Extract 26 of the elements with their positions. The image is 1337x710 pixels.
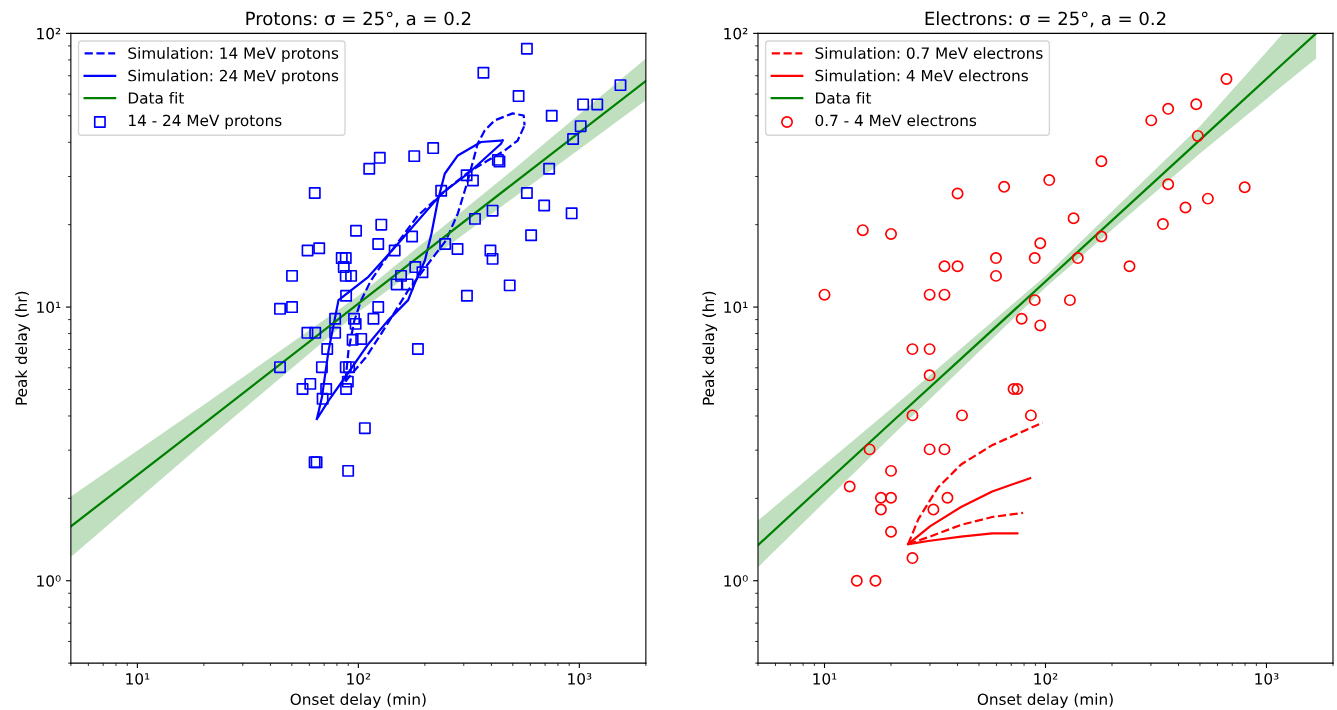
x-tick-label: 10¹ bbox=[813, 673, 837, 685]
x-tick-label: 10³ bbox=[568, 673, 592, 685]
chart-title: Electrons: σ = 25°, a = 0.2 bbox=[925, 11, 1166, 28]
legend-label: Simulation: 4 MeV electrons bbox=[815, 69, 1028, 82]
legend-label: Data fit bbox=[128, 91, 184, 104]
x-tick-label: 10² bbox=[347, 673, 371, 685]
y-tick-label: 10² bbox=[724, 27, 748, 40]
x-tick-label: 10² bbox=[1034, 673, 1058, 685]
x-axis-title: Onset delay (min) bbox=[290, 693, 426, 708]
legend-label: Data fit bbox=[816, 91, 872, 104]
x-tick-label: 10³ bbox=[1255, 673, 1279, 685]
y-tick-label: 10⁰ bbox=[724, 575, 748, 587]
legend-label: 0.7 - 4 MeV electrons bbox=[815, 114, 977, 127]
y-tick-label: 10² bbox=[37, 27, 61, 40]
x-tick-label: 10¹ bbox=[126, 673, 150, 685]
chart-title: Protons: σ = 25°, a = 0.2 bbox=[246, 11, 471, 28]
legend-label: Simulation: 14 MeV protons bbox=[128, 47, 339, 62]
legend-label: Simulation: 24 MeV protons bbox=[128, 69, 339, 85]
y-axis-title: Peak delay (hr) bbox=[15, 291, 31, 405]
x-axis-title: Onset delay (min) bbox=[977, 693, 1113, 708]
legend-label: 14 - 24 MeV protons bbox=[129, 114, 282, 130]
y-tick-label: 10¹ bbox=[724, 301, 748, 314]
legend-label: Simulation: 0.7 MeV electrons bbox=[815, 47, 1043, 59]
y-axis-title: Peak delay (hr) bbox=[702, 291, 718, 405]
y-tick-label: 10¹ bbox=[37, 301, 61, 314]
y-tick-label: 10⁰ bbox=[37, 575, 61, 587]
